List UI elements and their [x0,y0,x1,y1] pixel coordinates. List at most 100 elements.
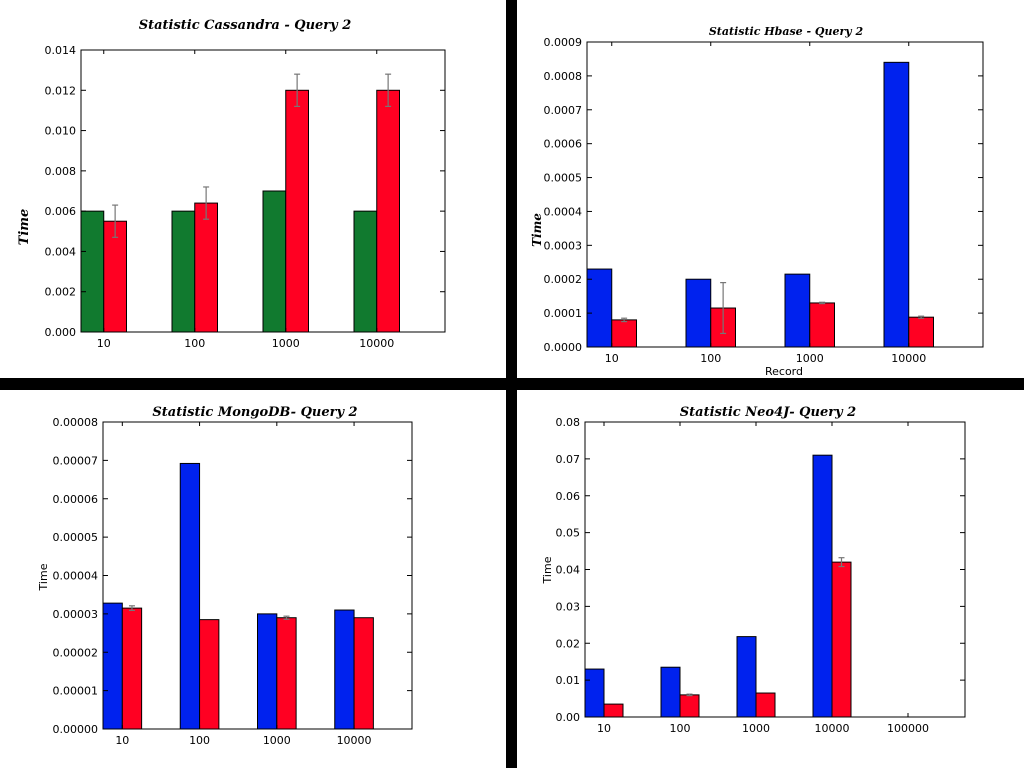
x-tick-label: 1000 [272,337,300,350]
y-tick-label: 0.0009 [544,36,583,49]
bar-10-series-2 [611,319,637,348]
x-tick-label: 100 [670,722,691,735]
y-tick-label: 0.0008 [544,70,583,83]
y-axis-label: Time [541,556,554,584]
y-tick-label: 0.03 [556,600,581,613]
x-tick-label: 1000 [796,352,824,365]
y-tick-label: 0.0001 [544,307,583,320]
x-tick-label: 100 [184,337,205,350]
bar-10000-series-2 [353,617,374,730]
x-axis-label: Record [765,365,803,378]
bar-1000-series-1 [784,273,811,348]
chart-title: Statistic MongoDB- Query 2 [152,405,357,420]
y-tick-label: 0.00006 [53,493,99,506]
bar-10000-series-1 [353,210,378,333]
y-axis-label: Time [530,213,544,247]
bars [586,61,934,348]
y-tick-label: 0.002 [45,286,77,299]
bar-1000-series-1 [262,190,287,333]
bars [80,73,400,333]
y-tick-label: 0.0005 [544,172,583,185]
chart-hbase: Statistic Hbase - Query 2 Time Record 10… [517,0,1024,378]
y-tick-label: 0.06 [556,490,581,503]
y-tick-label: 0.00001 [53,685,99,698]
bar-10-series-1 [102,602,123,730]
bar-1000-series-1 [736,636,757,718]
y-tick-label: 0.00003 [53,608,99,621]
bar-1000-series-2 [285,89,309,333]
y-tick-label: 0.006 [45,205,77,218]
bar-10-series-2 [603,703,624,718]
y-tick-label: 0.02 [556,637,581,650]
x-tick-label: 10000 [815,722,850,735]
plot-area [584,421,966,718]
bar-1000-series-1 [257,613,278,730]
y-tick-label: 0.000 [45,326,77,339]
y-tick-label: 0.0006 [544,138,583,151]
y-tick-label: 0.00005 [53,531,99,544]
chart-title: Statistic Cassandra - Query 2 [139,18,352,33]
y-tick-label: 0.01 [556,674,581,687]
y-tick-label: 0.00 [556,711,581,724]
bar-100-series-2 [194,202,218,333]
y-axis-label: Time [37,563,50,591]
x-tick-label: 100 [700,352,721,365]
y-tick-label: 0.05 [556,527,581,540]
bar-1000-series-2 [755,692,776,718]
bar-10000-series-2 [908,316,934,348]
x-tick-label: 100 [189,734,210,747]
bar-100-series-1 [685,278,712,348]
y-tick-label: 0.08 [556,416,581,429]
y-tick-label: 0.07 [556,453,581,466]
axes: 10 100 1000 10000 0.0000 0.0001 0.0002 0.0003 0.… [544,36,983,365]
x-tick-label: 100000 [887,722,929,735]
x-tick-label: 10 [115,734,129,747]
y-tick-label: 0.008 [45,165,77,178]
bar-10000-series-1 [812,454,833,718]
x-tick-label: 10 [605,352,619,365]
x-tick-label: 10000 [337,734,372,747]
bar-100-series-1 [171,210,196,333]
bar-100-series-1 [660,666,681,718]
bar-10000-series-2 [376,89,400,333]
bar-10-series-1 [584,668,605,718]
y-tick-label: 0.00008 [53,416,99,429]
bar-10000-series-2 [831,561,852,718]
chart-title: Statistic Hbase - Query 2 [709,25,864,38]
x-tick-label: 10 [597,722,611,735]
bar-100-series-2 [679,694,700,718]
bar-100-series-2 [199,619,220,730]
bar-10000-series-1 [883,61,910,348]
x-tick-label: 1000 [263,734,291,747]
bars [102,462,374,730]
x-tick-label: 10000 [891,352,926,365]
bar-10-series-1 [586,268,613,348]
y-axis-label: Time [17,209,32,246]
y-tick-label: 0.0004 [544,205,583,218]
y-tick-label: 0.0002 [544,273,583,286]
x-tick-label: 10 [97,337,111,350]
y-tick-label: 0.012 [45,84,77,97]
bar-10000-series-1 [334,609,355,730]
bar-10-series-2 [121,607,143,730]
y-tick-label: 0.00007 [53,454,99,467]
axes: 10 100 1000 10000 100000 0.00 0.01 0.02 0.03 0.04… [556,416,965,735]
x-tick-label: 1000 [742,722,770,735]
bar-10-series-1 [80,210,105,333]
bars [584,454,852,718]
y-tick-label: 0.00000 [53,723,99,736]
bar-1000-series-2 [276,617,297,730]
bar-1000-series-2 [809,302,835,348]
chart-mongodb: Statistic MongoDB- Query 2 Time 10 100 100… [0,390,506,768]
axes: 10 100 1000 10000 0.000 0.002 0.004 0.006 0.008 0… [45,44,445,350]
chart-neo4j: Statistic Neo4J- Query 2 Time 10 100 1000 1… [517,390,1024,768]
y-tick-label: 0.004 [45,245,77,258]
y-tick-label: 0.00004 [53,570,99,583]
y-tick-label: 0.0000 [544,341,583,354]
y-tick-label: 0.014 [45,44,77,57]
y-tick-label: 0.010 [45,125,77,138]
y-tick-label: 0.00002 [53,646,99,659]
y-tick-label: 0.0003 [544,239,583,252]
y-tick-label: 0.04 [556,564,581,577]
